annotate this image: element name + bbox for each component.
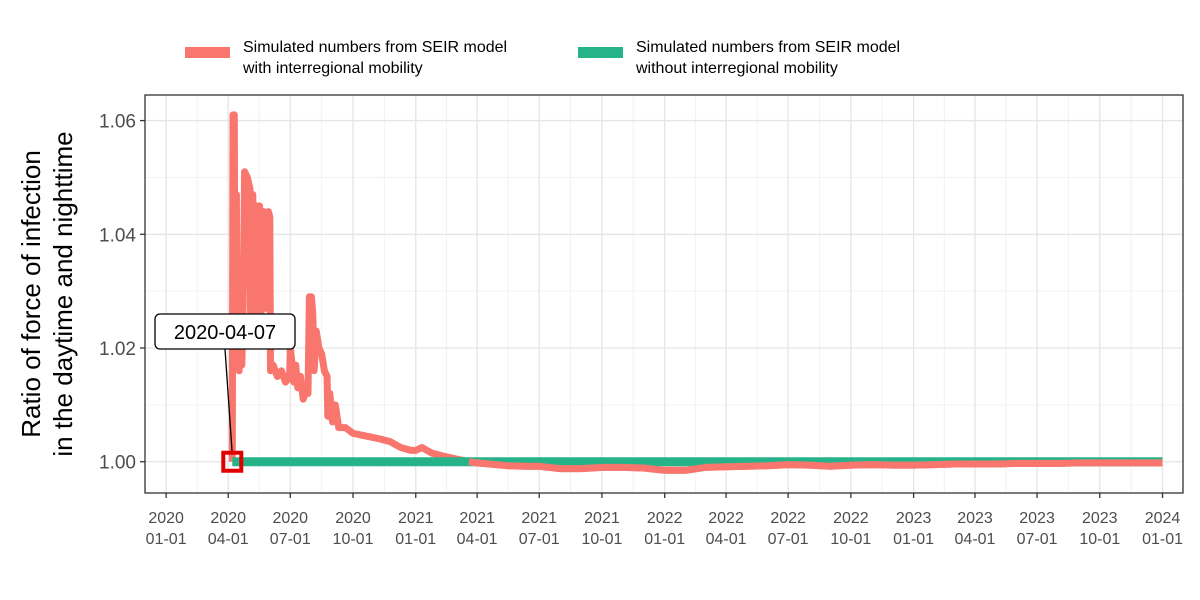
annotation-box (154, 313, 296, 350)
x-tick-label-date: 04-01 (955, 531, 996, 548)
x-tick-label-year: 2021 (459, 510, 495, 527)
x-tick-label-date: 01-01 (644, 531, 685, 548)
y-axis-label-line: Ratio of force of infection (16, 150, 46, 438)
x-tick-label-year: 2023 (896, 510, 932, 527)
x-tick-label-year: 2024 (1145, 510, 1181, 527)
x-tick-label-year: 2022 (770, 510, 806, 527)
y-axis-label: Ratio of force of infection in the daytim… (16, 131, 78, 456)
y-tick-label: 1.02 (99, 339, 136, 360)
annotation-marker (221, 450, 244, 473)
x-tick-label-year: 2021 (521, 510, 557, 527)
y-axis-label-line: in the daytime and nighttime (48, 131, 78, 456)
x-tick-label-year: 2020 (210, 510, 246, 527)
x-tick-label-date: 04-01 (457, 531, 498, 548)
x-tick-label-date: 01-01 (395, 531, 436, 548)
x-tick-label-date: 07-01 (519, 531, 560, 548)
x-tick-label-year: 2022 (708, 510, 744, 527)
plot-background (145, 95, 1183, 493)
legend-label: without interregional mobility (635, 60, 838, 77)
x-tick-label-year: 2020 (272, 510, 308, 527)
x-tick-label-year: 2020 (148, 510, 184, 527)
x-tick-label-date: 01-01 (146, 531, 187, 548)
x-tick-label-date: 01-01 (893, 531, 934, 548)
series-line-with-mobility-overlay (468, 458, 1163, 474)
x-tick-label-year: 2023 (1082, 510, 1118, 527)
legend-key (185, 47, 230, 58)
x-tick-label-date: 07-01 (768, 531, 809, 548)
x-tick-label-date: 07-01 (1017, 531, 1058, 548)
x-tick-label-date: 04-01 (208, 531, 249, 548)
series-layer (228, 111, 1163, 474)
legend: Simulated numbers from SEIR model with in… (185, 39, 900, 77)
annotation-leader-line (224, 348, 233, 455)
annotation: 2020-04-07 (154, 313, 296, 473)
axes: 1.00 1.02 1.04 1.06 2020 01-01 2020 04-01 2020 07… (99, 94, 1184, 548)
x-tick-label-date: 04-01 (706, 531, 747, 548)
x-tick-label-date: 07-01 (270, 531, 311, 548)
legend-key (578, 47, 623, 58)
x-tick-label-date: 01-01 (1142, 531, 1183, 548)
x-tick-label-year: 2021 (398, 510, 434, 527)
x-tick-label-date: 10-01 (830, 531, 871, 548)
x-tick-label-year: 2020 (335, 510, 371, 527)
x-tick-label-year: 2021 (584, 510, 620, 527)
y-tick-label: 1.04 (99, 225, 136, 246)
x-tick-label-year: 2022 (647, 510, 683, 527)
legend-label: Simulated numbers from SEIR model (636, 39, 900, 56)
plot-border (144, 94, 1184, 494)
x-tick-label-year: 2022 (833, 510, 869, 527)
x-tick-label-year: 2023 (957, 510, 993, 527)
y-tick-label: 1.00 (99, 453, 136, 474)
x-tick-label-date: 10-01 (1079, 531, 1120, 548)
legend-label: Simulated numbers from SEIR model (243, 39, 507, 56)
x-tick-label-year: 2023 (1019, 510, 1055, 527)
y-tick-label: 1.06 (99, 112, 136, 133)
x-tick-label-date: 10-01 (333, 531, 374, 548)
annotation-label: 2020-04-07 (174, 322, 276, 344)
legend-label: with interregional mobility (242, 60, 423, 77)
grid (145, 95, 1183, 493)
x-tick-label-date: 10-01 (581, 531, 622, 548)
